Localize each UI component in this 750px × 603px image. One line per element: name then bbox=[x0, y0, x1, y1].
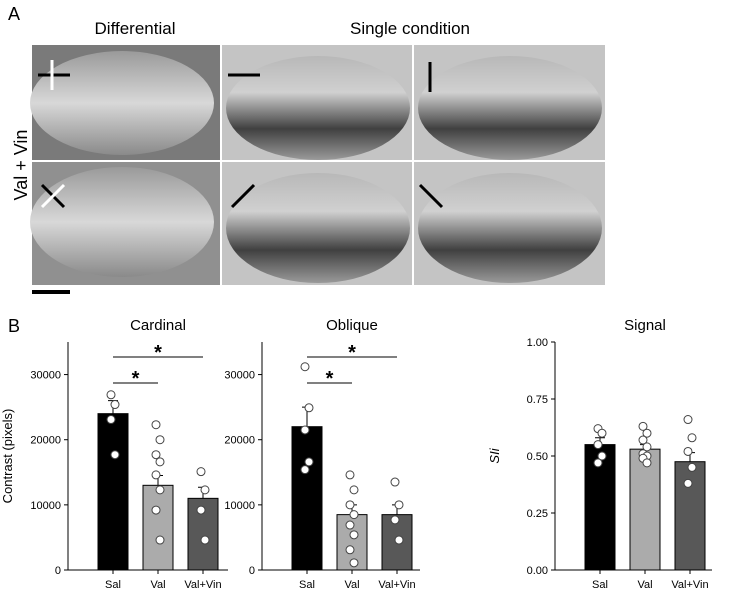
y-tick-label: 20000 bbox=[224, 435, 255, 447]
data-point bbox=[200, 485, 210, 495]
data-point bbox=[345, 470, 355, 480]
significance-label: * bbox=[326, 368, 334, 390]
chart-title: Signal bbox=[624, 317, 666, 334]
data-point bbox=[300, 465, 310, 475]
y-tick-label: 10000 bbox=[224, 500, 255, 512]
data-point bbox=[593, 440, 603, 450]
data-point bbox=[349, 558, 359, 568]
data-point bbox=[151, 420, 161, 430]
data-point bbox=[155, 535, 165, 545]
x-tick-label: Sal bbox=[299, 579, 315, 591]
x-tick-label: Val bbox=[344, 579, 359, 591]
data-point bbox=[106, 390, 116, 400]
y-tick-label: 10000 bbox=[30, 500, 61, 512]
row-label: Val + Vin bbox=[11, 130, 31, 201]
data-point bbox=[345, 500, 355, 510]
data-point bbox=[390, 477, 400, 487]
data-point bbox=[196, 505, 206, 515]
bar bbox=[674, 461, 706, 571]
bar bbox=[97, 413, 129, 571]
y-tick-label: 30000 bbox=[30, 370, 61, 382]
y-tick-label: 0.25 bbox=[527, 508, 548, 520]
chart-title: Cardinal bbox=[130, 317, 186, 334]
data-point bbox=[687, 462, 697, 472]
panel-label: B bbox=[8, 316, 20, 336]
data-point bbox=[683, 478, 693, 488]
data-point bbox=[200, 535, 210, 545]
data-point bbox=[304, 403, 314, 413]
data-point bbox=[155, 485, 165, 495]
data-point bbox=[390, 515, 400, 525]
data-point bbox=[642, 458, 652, 468]
data-point bbox=[687, 433, 697, 443]
significance-label: * bbox=[348, 342, 356, 364]
chart-title: Oblique bbox=[326, 317, 378, 334]
x-tick-label: Val+Vin bbox=[378, 579, 415, 591]
significance-label: * bbox=[154, 342, 162, 364]
data-point bbox=[394, 500, 404, 510]
data-point bbox=[304, 457, 314, 467]
data-point bbox=[110, 450, 120, 460]
data-point bbox=[593, 458, 603, 468]
data-point bbox=[151, 450, 161, 460]
data-point bbox=[638, 421, 648, 431]
y-tick-label: 0 bbox=[55, 565, 61, 577]
data-point bbox=[683, 446, 693, 456]
data-point bbox=[683, 415, 693, 425]
data-point bbox=[349, 485, 359, 495]
data-point bbox=[155, 435, 165, 445]
bar bbox=[142, 484, 174, 571]
y-tick-label: 0.50 bbox=[527, 451, 548, 463]
y-axis-label: Contrast (pixels) bbox=[0, 409, 15, 504]
data-point bbox=[196, 467, 206, 477]
data-point bbox=[110, 400, 120, 410]
data-point bbox=[300, 425, 310, 435]
x-tick-label: Val+Vin bbox=[671, 579, 708, 591]
data-point bbox=[155, 457, 165, 467]
data-point bbox=[345, 520, 355, 530]
y-tick-label: 0.75 bbox=[527, 394, 548, 406]
y-tick-label: 20000 bbox=[30, 435, 61, 447]
data-point bbox=[345, 545, 355, 555]
data-point bbox=[151, 470, 161, 480]
significance-label: * bbox=[132, 368, 140, 390]
x-tick-label: Sal bbox=[105, 579, 121, 591]
x-tick-label: Val+Vin bbox=[184, 579, 221, 591]
y-axis-label: SIi bbox=[487, 447, 502, 463]
x-tick-label: Val bbox=[637, 579, 652, 591]
image-grid bbox=[30, 45, 605, 294]
bar bbox=[629, 448, 661, 571]
data-point bbox=[394, 535, 404, 545]
y-tick-label: 0 bbox=[249, 565, 255, 577]
y-tick-label: 0.00 bbox=[527, 565, 548, 577]
x-tick-label: Val bbox=[150, 579, 165, 591]
data-point bbox=[642, 428, 652, 438]
data-point bbox=[151, 505, 161, 515]
data-point bbox=[638, 435, 648, 445]
data-point bbox=[597, 428, 607, 438]
data-point bbox=[597, 451, 607, 461]
data-point bbox=[349, 530, 359, 540]
column-title: Differential bbox=[95, 19, 176, 38]
data-point bbox=[300, 362, 310, 372]
y-tick-label: 1.00 bbox=[527, 337, 548, 349]
data-point bbox=[349, 510, 359, 520]
y-tick-label: 30000 bbox=[224, 370, 255, 382]
panel-label: A bbox=[8, 4, 20, 24]
data-point bbox=[106, 415, 116, 425]
bar bbox=[291, 426, 323, 571]
data-point bbox=[642, 442, 652, 452]
column-title: Single condition bbox=[350, 19, 470, 38]
x-tick-label: Sal bbox=[592, 579, 608, 591]
